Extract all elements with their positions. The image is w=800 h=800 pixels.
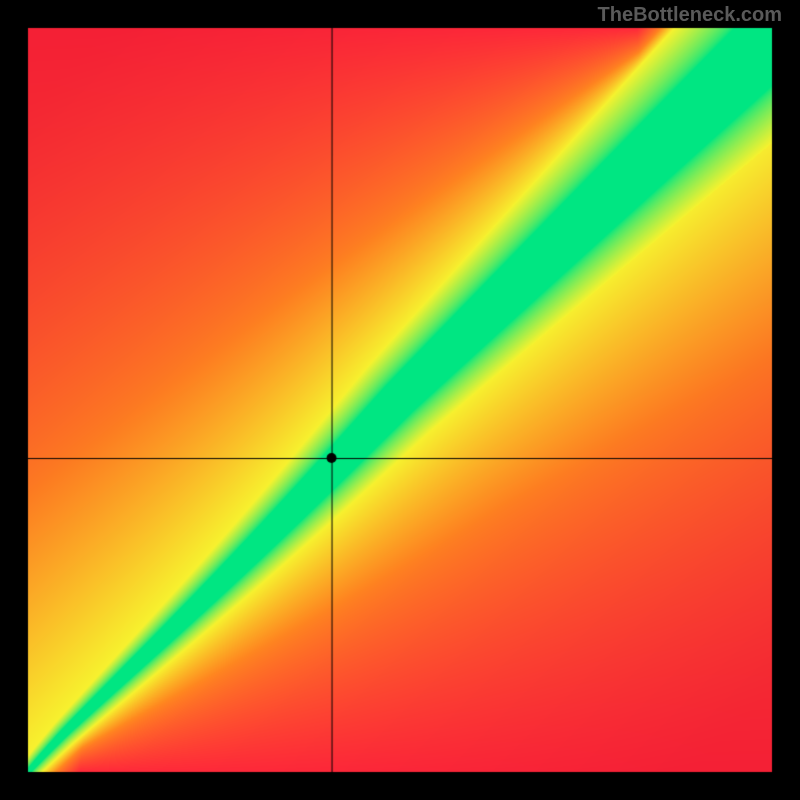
chart-container: TheBottleneck.com [0,0,800,800]
watermark-text: TheBottleneck.com [598,4,782,27]
bottleneck-heatmap [0,0,800,800]
